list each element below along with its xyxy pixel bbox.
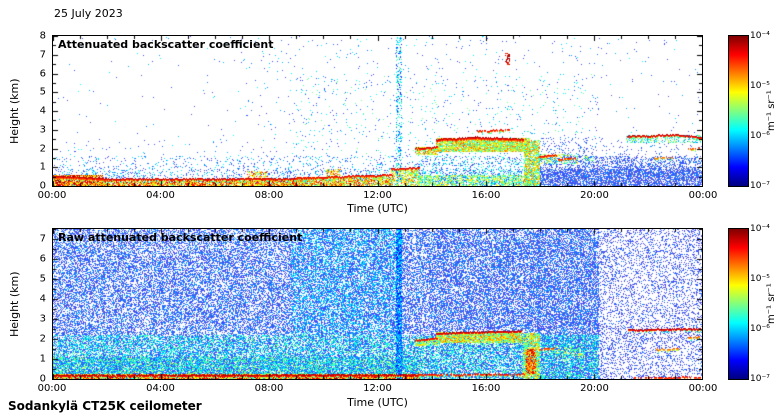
x-tick-label: 12:00 xyxy=(363,190,392,201)
y-tick-label: 1 xyxy=(39,161,46,173)
x-tick-label: 04:00 xyxy=(146,190,175,201)
x-tick-label: 00:00 xyxy=(688,383,718,394)
colorbar-tick-label: 10⁻⁴ xyxy=(750,224,770,234)
instrument-label: Sodankylä CT25K ceilometer xyxy=(8,399,202,413)
y-tick-label: 7 xyxy=(39,233,46,245)
x-tick-label: 12:00 xyxy=(363,383,392,394)
x-tick-label: 08:00 xyxy=(254,190,284,201)
colorbar-unit-bottom: m⁻¹ sr⁻¹ xyxy=(766,283,777,325)
x-tick-label: 08:00 xyxy=(254,383,284,394)
x-tick-label: 20:00 xyxy=(580,190,609,201)
y-tick-label: 1 xyxy=(39,353,46,365)
colorbar-top xyxy=(728,35,749,187)
x-tick-label: 00:00 xyxy=(37,383,67,394)
y-tick-label: 6 xyxy=(39,68,46,79)
colorbar-tick-label: 10⁻⁵ xyxy=(750,274,770,284)
panel-title-top: Attenuated backscatter coefficient xyxy=(58,38,274,51)
heatmap-panel-bottom: Raw attenuated backscatter coefficient xyxy=(52,228,703,380)
colorbar-unit-top: m⁻¹ sr⁻¹ xyxy=(766,90,777,132)
x-tick-label: 00:00 xyxy=(688,190,718,201)
y-tick-label: 0 xyxy=(39,373,46,385)
colorbar-tick-label: 10⁻⁶ xyxy=(750,324,770,334)
colorbar-tick-label: 10⁻⁴ xyxy=(750,31,770,41)
x-tick-label: 04:00 xyxy=(146,383,175,394)
y-tick-label: 7 xyxy=(39,49,46,61)
heatmap-canvas-bottom xyxy=(53,229,702,379)
colorbar-bottom xyxy=(728,228,749,380)
y-tick-label: 5 xyxy=(39,86,46,98)
y-tick-label: 4 xyxy=(39,293,46,305)
y-tick-label: 5 xyxy=(39,273,46,285)
colorbar-tick-label: 10⁻⁵ xyxy=(750,81,770,91)
y-tick-label: 4 xyxy=(39,105,46,117)
y-tick-label: 3 xyxy=(39,124,46,136)
y-tick-label: 2 xyxy=(39,333,46,345)
x-tick-label: 00:00 xyxy=(37,190,67,201)
colorbar-tick-label: 10⁻⁷ xyxy=(750,374,770,384)
heatmap-panel-top: Attenuated backscatter coefficient xyxy=(52,35,703,187)
y-tick-label: 6 xyxy=(39,253,46,265)
x-axis-label-top: Time (UTC) xyxy=(347,202,408,215)
heatmap-canvas-top xyxy=(53,36,702,186)
y-tick-label: 2 xyxy=(39,143,46,154)
panel-title-bottom: Raw attenuated backscatter coefficient xyxy=(58,231,303,244)
y-tick-label: 8 xyxy=(39,30,46,42)
y-tick-label: 0 xyxy=(39,180,46,192)
colorbar-tick-label: 10⁻⁷ xyxy=(750,181,770,191)
y-tick-label: 3 xyxy=(39,313,46,325)
date-label: 25 July 2023 xyxy=(54,7,123,20)
x-axis-label-bottom: Time (UTC) xyxy=(347,396,408,409)
x-tick-label: 16:00 xyxy=(471,383,501,394)
x-tick-label: 16:00 xyxy=(471,190,501,201)
x-tick-label: 20:00 xyxy=(580,383,609,394)
colorbar-tick-label: 10⁻⁶ xyxy=(750,131,770,141)
